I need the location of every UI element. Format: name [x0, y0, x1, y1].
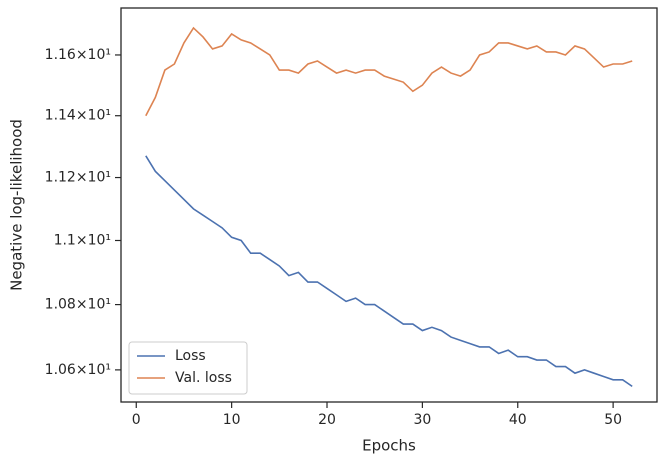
x-tick-label: 50 — [604, 412, 622, 428]
legend-box — [128, 341, 248, 395]
x-tick-label: 20 — [318, 412, 336, 428]
x-tick-label: 10 — [223, 412, 241, 428]
y-tick-label: 1.08×10¹ — [45, 297, 111, 313]
data-line — [145, 155, 633, 388]
y-tick-label: 1.06×10¹ — [45, 362, 111, 378]
y-axis-label: Negative log-likelihood — [8, 119, 26, 291]
legend-label: Val. loss — [175, 370, 232, 386]
x-tick-label: 30 — [413, 412, 431, 428]
x-tick-label: 40 — [509, 412, 527, 428]
x-axis-label: Epochs — [362, 437, 416, 455]
plot-frame — [120, 7, 658, 403]
y-tick-label: 1.16×10¹ — [45, 47, 111, 63]
legend-label: Loss — [175, 348, 206, 364]
y-tick-label: 1.14×10¹ — [45, 108, 111, 124]
y-tick-label: 1.12×10¹ — [45, 170, 111, 186]
data-line — [145, 26, 633, 117]
y-tick-label: 1.1×10¹ — [54, 232, 111, 248]
x-tick-label: 0 — [132, 412, 141, 428]
